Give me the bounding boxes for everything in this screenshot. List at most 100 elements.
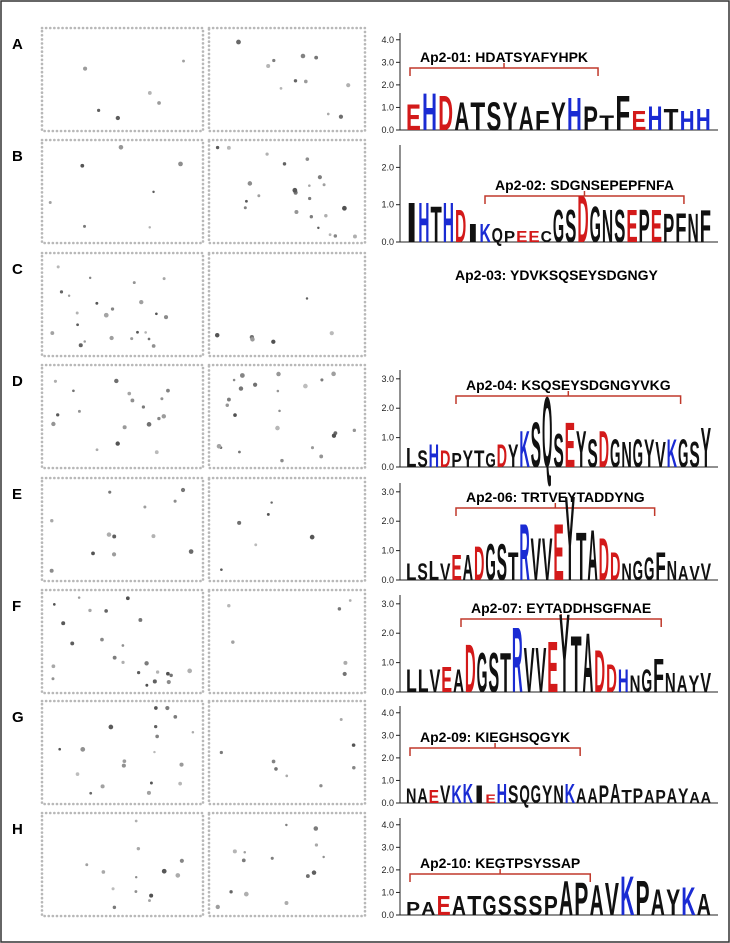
logo-letter: A xyxy=(452,891,466,922)
logo-letter: F xyxy=(615,86,630,141)
array-spot xyxy=(106,532,112,537)
logo-letter: T xyxy=(599,111,615,135)
array-spot xyxy=(272,58,276,63)
array-spot xyxy=(274,767,278,771)
logo-letter-group: E xyxy=(547,626,558,707)
logo-letter: S xyxy=(565,202,576,253)
logo-letter: A xyxy=(454,96,469,140)
logo-letter-group: L xyxy=(406,443,417,474)
logo-letter-group: E xyxy=(406,96,421,138)
logo-letter: S xyxy=(498,891,512,922)
array-spot xyxy=(243,891,249,897)
logo-letter-group: A xyxy=(678,564,689,586)
logo-letter: A xyxy=(421,900,435,920)
array-spot xyxy=(75,311,79,315)
logo-letter: H xyxy=(422,84,437,142)
logo-letter: G xyxy=(678,431,688,476)
logo-letter-group: G xyxy=(485,533,495,591)
y-tick-label: 3.0 xyxy=(381,599,394,609)
logo-letter: A xyxy=(587,784,597,808)
array-spot xyxy=(236,39,241,45)
logo-letter: A xyxy=(677,670,688,697)
logo-letter-group: E xyxy=(626,202,637,253)
logo-letter: D xyxy=(599,527,609,594)
array-spot xyxy=(250,337,255,342)
array-spot xyxy=(110,307,115,311)
logo-letter: A xyxy=(587,514,597,595)
logo-letter-group: A xyxy=(677,670,688,697)
logo-letter-group: S xyxy=(497,533,507,591)
y-tick-label: 2.0 xyxy=(381,865,394,875)
array-spot xyxy=(305,157,310,161)
array-spot xyxy=(191,731,195,734)
logo-letter-group: T xyxy=(621,788,631,808)
logo-letter: A xyxy=(453,664,464,700)
logo-letter: V xyxy=(430,664,441,700)
array-spot xyxy=(166,671,170,676)
array-spot xyxy=(180,487,186,493)
logo-letter: C xyxy=(541,228,552,246)
logo-letter: G xyxy=(553,202,564,253)
logo-letter: S xyxy=(614,202,625,253)
logo-letter: E xyxy=(528,228,540,246)
array-spot xyxy=(136,330,139,334)
logo-letter-group: K xyxy=(667,431,677,476)
array-spot xyxy=(265,152,269,156)
logo-letter-group: K xyxy=(565,779,575,810)
logo-letter: E xyxy=(626,202,637,253)
logo-letter-group: E xyxy=(631,106,646,137)
logo-letter: P xyxy=(583,100,598,138)
array-spot xyxy=(322,183,326,187)
logo-letter-group: A xyxy=(576,784,586,808)
logo-letter: A xyxy=(644,788,655,808)
motif-bracket xyxy=(409,63,599,76)
logo-letter: H xyxy=(696,102,711,137)
logo-letter-group: P xyxy=(599,781,609,809)
array-border xyxy=(40,699,205,806)
array-spot xyxy=(214,332,220,338)
logo-letter-group: D xyxy=(438,86,453,141)
array-spot xyxy=(238,450,241,454)
motif-bracket xyxy=(409,743,581,756)
motif-title: Ap2-01: HDATSYAFYHPK xyxy=(420,49,588,65)
logo-letter: K xyxy=(681,881,695,925)
array-spot xyxy=(337,607,342,611)
logo-letter-group: G xyxy=(483,891,497,922)
logo-letter-group: K xyxy=(681,881,695,925)
array-spot xyxy=(266,63,271,68)
array-spot xyxy=(108,490,112,494)
array-spot xyxy=(151,534,156,539)
y-tick-label: 4.0 xyxy=(381,708,394,718)
logo-letter: S xyxy=(497,533,507,591)
array-spot xyxy=(70,641,75,646)
array-spot xyxy=(132,281,136,285)
array-spot xyxy=(292,187,298,193)
logo-letter-group: H xyxy=(422,84,437,142)
logo-letter-group: A xyxy=(651,881,665,923)
array-spot xyxy=(53,379,57,383)
array-spot xyxy=(130,337,134,341)
logo-letter-group: Y xyxy=(565,471,575,606)
array-spot xyxy=(161,868,167,874)
logo-letter-group: P xyxy=(655,788,666,808)
array-spot xyxy=(103,312,109,318)
logo-letter-group: Y xyxy=(666,881,680,923)
logo-letter: Y xyxy=(508,439,518,475)
motif-bracket xyxy=(455,391,682,404)
logo-letter-group: F xyxy=(653,649,664,703)
logo-letter: P xyxy=(663,206,674,251)
logo-letter-group: L xyxy=(406,664,417,700)
logo-letter: K xyxy=(451,781,462,809)
logo-letter: Y xyxy=(463,445,474,472)
array-spot xyxy=(270,856,274,860)
array-spot xyxy=(173,499,177,503)
array-spot xyxy=(182,59,185,63)
logo-letter: P xyxy=(639,202,650,253)
logo-letter: Y xyxy=(678,784,688,808)
y-tick-label: 2.0 xyxy=(381,403,394,413)
array-border xyxy=(207,251,367,358)
logo-letter-group: N xyxy=(406,784,416,808)
logo-letter-group: V xyxy=(701,558,712,585)
logo-letter-group: G xyxy=(531,781,541,809)
